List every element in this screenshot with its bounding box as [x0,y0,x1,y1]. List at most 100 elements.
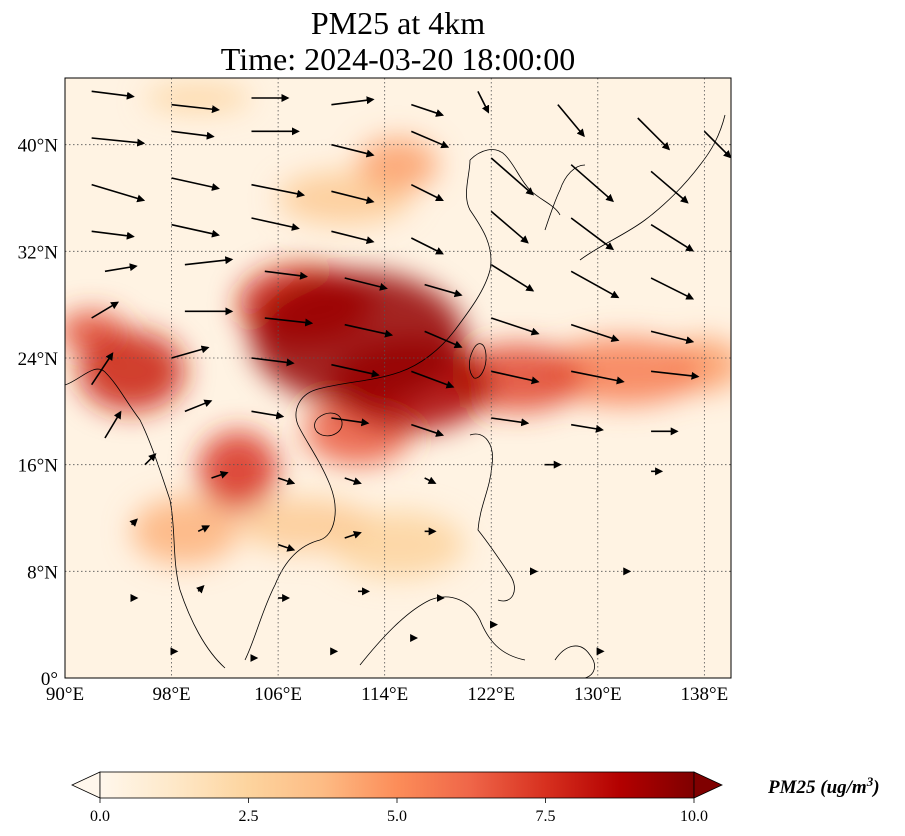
lat-tick-label: 32°N [18,242,59,263]
pm25-plume [131,497,239,565]
map-frame [64,77,732,679]
wind-arrow [411,370,455,389]
wind-arrow [171,103,220,114]
lon-tick-label: 106°E [254,684,302,705]
coastlines [65,114,726,678]
wind-arrow [570,164,614,203]
wind-arrow [331,96,375,106]
lon-tick-label: 138°E [681,684,729,705]
wind-arrow [184,256,234,266]
colorbar-tick-label: 10.0 [680,808,708,825]
colorbar-tick-label: 2.5 [239,808,259,825]
wind-arrow [91,137,146,147]
wind-arrow [91,301,120,319]
lon-tick-label: 130°E [574,684,622,705]
wind-arrow [650,223,695,252]
coastline-korea-east [544,164,586,231]
wind-arrow [171,130,215,140]
wind-arrow [331,417,370,427]
wind-arrow [197,525,211,533]
lon-tick-label: 98°E [152,684,190,705]
coastline-philippines [469,433,515,602]
wind-arrow [144,453,157,466]
wind-arrow [277,477,296,485]
wind-arrow [211,471,229,479]
wind-arrow [410,237,444,255]
wind-arrow [129,518,138,527]
wind-arrow [424,330,463,349]
wind-arrow [251,410,285,420]
wind-arrow [331,230,375,245]
colorbar-title-close: ) [871,777,879,798]
colorbar-tick-label: 0.0 [90,808,110,825]
wind-arrow [424,476,437,484]
colorbar-extend-high [693,771,723,799]
wind-arrow [650,370,700,380]
colorbar-extend-low [71,771,101,799]
wind-arrow [637,117,671,151]
wind-arrow [703,130,731,159]
colorbar-title: PM25 (ug/m3) [767,774,880,798]
map-title-line-2: Time: 2024-03-20 18:00:00 [220,41,576,77]
wind-arrow [344,323,394,338]
wind-arrow [104,263,138,273]
wind-arrow [490,157,535,196]
wind-arrow [251,217,300,231]
wind-arrow [344,531,362,539]
wind-arrow [184,399,213,413]
pm25-concentration-field [65,84,731,578]
wind-arrow [171,345,210,359]
colorbar-title-superscript: 3 [866,774,874,789]
coastline-new-guinea [554,645,595,678]
lat-tick-label: 8°N [27,562,58,583]
wind-arrow [424,283,463,298]
wind-arrow [650,170,689,204]
pm25-plume [251,271,465,405]
lon-tick-label: 114°E [361,684,408,705]
coastline-japan [579,114,726,261]
wind-arrow [344,477,362,485]
wind-vectors [90,90,731,662]
wind-arrow [571,423,604,433]
wind-arrow [410,183,444,201]
wind-arrow [91,90,135,100]
wind-arrow [331,363,380,378]
colorbar: 0.0 2.5 5.0 7.5 10.0 PM25 (ug/m3) [71,771,880,825]
colorbar-ticks: 0.0 2.5 5.0 7.5 10.0 [90,798,708,825]
coastline-taiwan [468,343,487,379]
wind-arrow [491,370,540,385]
colorbar-title-main: PM25 (ug/m [767,777,867,798]
coastline-borneo [359,596,526,666]
lat-tick-label: 40°N [18,136,59,157]
wind-arrow [344,277,388,291]
lat-tick-label: 24°N [18,349,59,370]
coastline-bohai-korea [469,149,561,216]
wind-arrow [490,263,535,292]
longitude-tick-labels: 90°E 98°E 106°E 114°E 122°E 130°E 138°E [46,684,728,705]
wind-arrow [277,543,296,552]
wind-arrow [490,317,540,336]
wind-arrow [171,223,220,238]
wind-arrow [490,210,529,244]
wind-arrow [91,183,146,203]
pm25-plume [78,331,185,412]
pm25-plume [358,138,438,192]
wind-arrow [570,270,620,299]
wind-arrow [90,352,114,386]
lat-tick-label: 0° [41,669,58,690]
wind-arrow [264,270,308,280]
pm25-plume [198,431,279,512]
wind-arrow [411,423,445,437]
wind-arrow [91,230,135,240]
colorbar-gradient [99,771,695,799]
wind-arrow [571,370,625,385]
wind-arrow [477,90,490,114]
wind-arrow [650,277,695,300]
wind-arrow [251,183,306,198]
wind-arrow [251,357,295,367]
lat-tick-label: 16°N [18,456,59,477]
latitude-tick-labels: 0° 8°N 16°N 24°N 32°N 40°N [18,136,59,690]
colorbar-tick-label: 5.0 [387,808,407,825]
pm25-plume [544,338,705,405]
